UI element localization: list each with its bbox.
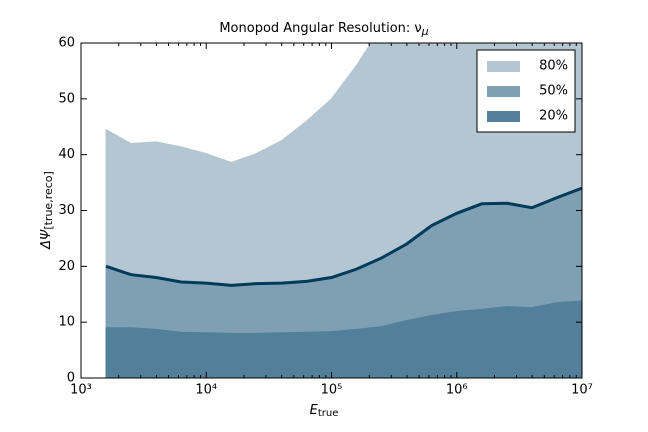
y-tick-label: 20 [58,259,75,274]
x-label-sub: true [318,408,339,419]
title-main: Monopod Angular Resolution: ν [219,21,421,36]
title-sub: μ [421,25,429,38]
y-tick-label: 0 [67,371,75,386]
x-tick-label: 10⁶ [446,383,468,398]
legend-label: 20% [539,109,568,124]
legend-swatch [487,111,520,122]
legend-label: 50% [539,84,568,99]
x-label-main: E [310,403,319,418]
y-label-sub: [true,reco] [42,171,55,229]
y-tick-label: 50 [58,91,75,106]
y-tick-label: 40 [58,147,75,162]
plot-area [105,43,582,378]
x-tick-label: 10⁷ [571,383,593,398]
y-label-main: ΔΨ [39,229,54,250]
area [105,300,582,378]
y-axis-label: ΔΨ[true,reco] [39,171,56,250]
x-tick-label: 10⁵ [321,383,343,398]
y-tick-label: 60 [58,36,75,51]
x-tick-label: 10³ [70,383,92,398]
line [105,186,582,287]
legend-swatch [487,61,520,72]
legend: 80% 50% 20% [476,49,576,133]
chart-title: Monopod Angular Resolution: νμ [219,21,428,39]
y-tick-label: 30 [58,203,75,218]
x-tick-label: 10⁴ [195,383,217,398]
x-axis-label: Etrue [310,403,339,420]
legend-swatch [487,86,520,97]
y-tick-label: 10 [58,315,75,330]
legend-label: 80% [539,59,568,74]
